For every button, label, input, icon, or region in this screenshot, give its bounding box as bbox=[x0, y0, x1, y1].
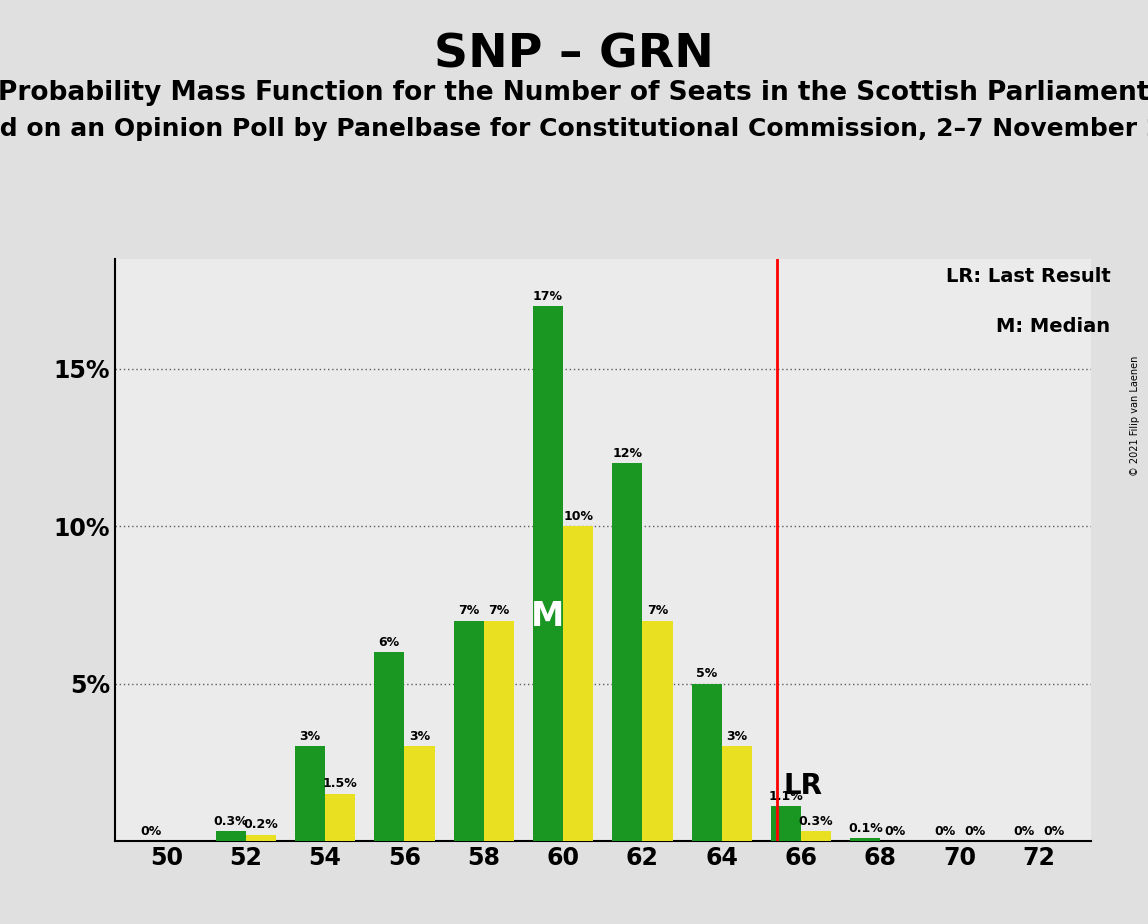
Text: 0%: 0% bbox=[1014, 825, 1034, 838]
Text: 0%: 0% bbox=[885, 825, 906, 838]
Text: LR: LR bbox=[784, 772, 823, 800]
Text: Probability Mass Function for the Number of Seats in the Scottish Parliament: Probability Mass Function for the Number… bbox=[0, 80, 1148, 106]
Bar bbox=[404, 747, 434, 841]
Text: 1.5%: 1.5% bbox=[323, 777, 357, 791]
Text: 0.3%: 0.3% bbox=[214, 815, 248, 828]
Text: 3%: 3% bbox=[300, 730, 320, 743]
Bar bbox=[453, 621, 483, 841]
Text: 0%: 0% bbox=[141, 825, 162, 838]
Bar bbox=[325, 794, 355, 841]
Text: 1.1%: 1.1% bbox=[768, 790, 804, 803]
Bar bbox=[612, 463, 643, 841]
Text: 17%: 17% bbox=[533, 290, 563, 303]
Text: 12%: 12% bbox=[612, 447, 642, 460]
Text: 7%: 7% bbox=[458, 604, 479, 617]
Text: 3%: 3% bbox=[727, 730, 747, 743]
Bar bbox=[216, 832, 246, 841]
Text: © 2021 Filip van Laenen: © 2021 Filip van Laenen bbox=[1130, 356, 1140, 476]
Bar bbox=[533, 306, 563, 841]
Bar bbox=[801, 832, 831, 841]
Text: 0%: 0% bbox=[934, 825, 955, 838]
Text: 6%: 6% bbox=[379, 636, 400, 649]
Text: SNP – GRN: SNP – GRN bbox=[434, 32, 714, 78]
Text: 0.3%: 0.3% bbox=[799, 815, 833, 828]
Bar bbox=[295, 747, 325, 841]
Text: Based on an Opinion Poll by Panelbase for Constitutional Commission, 2–7 Novembe: Based on an Opinion Poll by Panelbase fo… bbox=[0, 117, 1148, 141]
Bar bbox=[771, 807, 801, 841]
Text: 0.2%: 0.2% bbox=[243, 819, 278, 832]
Text: 7%: 7% bbox=[646, 604, 668, 617]
Text: 0.1%: 0.1% bbox=[848, 821, 883, 834]
Text: 5%: 5% bbox=[696, 667, 718, 680]
Bar bbox=[643, 621, 673, 841]
Bar bbox=[563, 526, 594, 841]
Text: 7%: 7% bbox=[488, 604, 510, 617]
Text: 10%: 10% bbox=[564, 510, 594, 523]
Text: M: M bbox=[532, 600, 565, 633]
Bar bbox=[851, 838, 881, 841]
Text: 3%: 3% bbox=[409, 730, 430, 743]
Text: LR: Last Result: LR: Last Result bbox=[946, 267, 1110, 286]
Text: 0%: 0% bbox=[964, 825, 985, 838]
Text: M: Median: M: Median bbox=[996, 317, 1110, 336]
Bar bbox=[246, 834, 276, 841]
Bar bbox=[722, 747, 752, 841]
Bar bbox=[483, 621, 514, 841]
Bar bbox=[374, 652, 404, 841]
Bar bbox=[691, 684, 722, 841]
Text: 0%: 0% bbox=[1044, 825, 1064, 838]
